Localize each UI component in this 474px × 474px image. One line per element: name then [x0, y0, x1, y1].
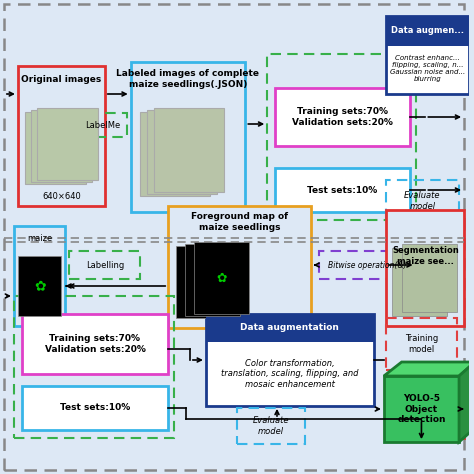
Polygon shape — [384, 362, 474, 376]
Text: Labelling: Labelling — [86, 261, 124, 270]
FancyBboxPatch shape — [25, 112, 86, 184]
FancyBboxPatch shape — [386, 210, 464, 326]
Text: Training
model: Training model — [405, 334, 438, 354]
Text: Contrast enhanc...
flipping, scaling, n...
Gaussian noise and...
blurring: Contrast enhanc... flipping, scaling, n.… — [390, 55, 465, 82]
FancyBboxPatch shape — [130, 62, 246, 212]
FancyBboxPatch shape — [4, 242, 464, 470]
FancyBboxPatch shape — [4, 4, 464, 238]
FancyBboxPatch shape — [425, 370, 464, 438]
Text: ✿: ✿ — [34, 279, 46, 293]
FancyBboxPatch shape — [206, 314, 374, 406]
Text: ✿: ✿ — [216, 272, 227, 285]
Text: ✿: ✿ — [208, 273, 218, 287]
FancyBboxPatch shape — [386, 16, 469, 94]
Text: 640×640: 640×640 — [42, 191, 81, 201]
Text: Data augmen...: Data augmen... — [391, 26, 464, 35]
Text: Segmentation
maize see...: Segmentation maize see... — [392, 246, 459, 266]
Text: Color transformation,
translation, scaling, flipping, and
mosaic enhancement: Color transformation, translation, scali… — [221, 359, 359, 389]
FancyBboxPatch shape — [22, 386, 168, 430]
FancyBboxPatch shape — [384, 376, 459, 442]
Text: Test sets:10%: Test sets:10% — [60, 403, 130, 412]
Polygon shape — [459, 362, 474, 442]
FancyBboxPatch shape — [168, 206, 310, 328]
Text: Training sets:70%
Validation sets:20%: Training sets:70% Validation sets:20% — [45, 334, 146, 354]
FancyBboxPatch shape — [18, 66, 105, 206]
FancyBboxPatch shape — [275, 168, 410, 212]
Text: Evaluate
model: Evaluate model — [253, 416, 289, 436]
FancyBboxPatch shape — [155, 108, 224, 192]
Text: Foreground map of
maize seedlings: Foreground map of maize seedlings — [191, 212, 288, 232]
FancyBboxPatch shape — [386, 16, 469, 46]
Text: Test sets:10%: Test sets:10% — [307, 185, 377, 194]
FancyBboxPatch shape — [401, 244, 457, 312]
FancyBboxPatch shape — [147, 110, 217, 194]
Text: Data augmentation: Data augmentation — [240, 323, 339, 332]
Text: ✿: ✿ — [199, 275, 209, 289]
Text: LabelMe: LabelMe — [85, 120, 120, 129]
Text: Original images: Original images — [21, 74, 101, 83]
FancyBboxPatch shape — [176, 246, 231, 318]
Text: Labeled images of complete
maize seedlings(.JSON): Labeled images of complete maize seedlin… — [117, 69, 259, 89]
FancyBboxPatch shape — [185, 244, 240, 316]
FancyBboxPatch shape — [18, 256, 61, 316]
Text: YOLO-5
Object
detection: YOLO-5 Object detection — [397, 394, 446, 424]
Text: Training sets:70%
Validation sets:20%: Training sets:70% Validation sets:20% — [292, 107, 393, 127]
FancyBboxPatch shape — [275, 88, 410, 146]
FancyBboxPatch shape — [22, 314, 168, 374]
FancyBboxPatch shape — [392, 248, 447, 316]
Text: maize: maize — [27, 234, 52, 243]
FancyBboxPatch shape — [14, 226, 65, 326]
FancyBboxPatch shape — [206, 314, 374, 342]
Text: Evaluate
model: Evaluate model — [404, 191, 441, 211]
FancyBboxPatch shape — [36, 109, 98, 181]
FancyBboxPatch shape — [140, 112, 210, 196]
Text: Bitwise operation(&): Bitwise operation(&) — [328, 261, 406, 270]
FancyBboxPatch shape — [31, 110, 92, 182]
FancyBboxPatch shape — [194, 242, 249, 314]
